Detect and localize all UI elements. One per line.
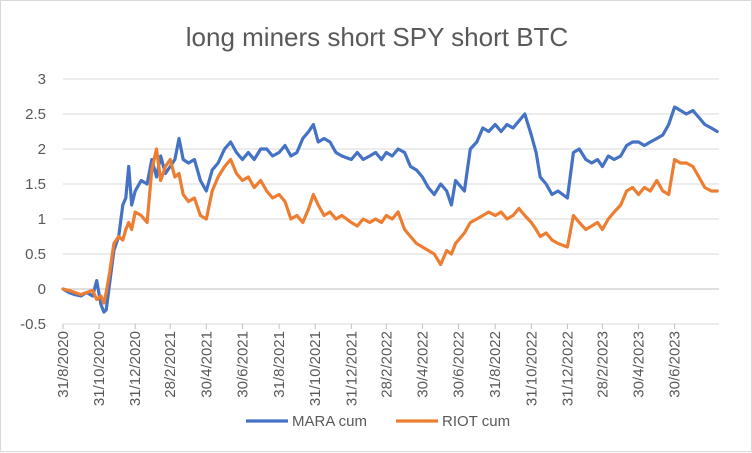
x-tick-label: 30/6/2021 (234, 331, 251, 398)
x-tick-label: 30/6/2022 (450, 331, 467, 398)
x-tick-label: 30/6/2023 (667, 331, 684, 398)
series-line-riot (61, 147, 719, 305)
y-tick-label: 1.5 (25, 176, 46, 193)
y-tick-label: 0.5 (25, 246, 46, 263)
x-tick-label: 31/10/2020 (91, 331, 108, 406)
x-tick-label: 31/12/2020 (127, 331, 144, 406)
x-tick-label: 31/8/2020 (55, 331, 72, 398)
y-tick-label: 2 (38, 141, 46, 158)
x-tick-label: 28/2/2022 (378, 331, 395, 398)
y-tick-label: 1 (38, 211, 46, 228)
x-tick-label: 31/8/2021 (271, 331, 288, 398)
legend: MARA cum RIOT cum (246, 413, 510, 430)
x-tick-label: 28/2/2021 (162, 331, 179, 398)
x-tick-label: 31/12/2021 (343, 331, 360, 406)
x-axis-tick-labels: 31/8/2020 31/10/2020 31/12/2020 28/2/2021 30… (55, 324, 684, 406)
x-tick-label: 31/12/2022 (559, 331, 576, 406)
chart-title: long miners short SPY short BTC (186, 22, 568, 52)
y-axis-tick-labels: 3 2.5 2 1.5 1 0.5 0 -0.5 (20, 71, 46, 333)
y-tick-label: 3 (38, 71, 46, 88)
series-line-mara (61, 105, 719, 314)
x-tick-label: 31/8/2022 (487, 331, 504, 398)
x-tick-label: 30/4/2022 (414, 331, 431, 398)
legend-label: MARA cum (292, 413, 367, 430)
x-tick-label: 31/10/2021 (307, 331, 324, 406)
y-tick-label: 0 (38, 281, 46, 298)
x-tick-label: 30/4/2021 (198, 331, 215, 398)
x-tick-label: 30/4/2023 (630, 331, 647, 398)
x-tick-label: 28/2/2023 (594, 331, 611, 398)
x-tick-label: 31/10/2022 (523, 331, 540, 406)
y-tick-label: -0.5 (20, 316, 46, 333)
series-lines (61, 105, 719, 314)
y-tick-label: 2.5 (25, 106, 46, 123)
legend-label: RIOT cum (442, 413, 510, 430)
